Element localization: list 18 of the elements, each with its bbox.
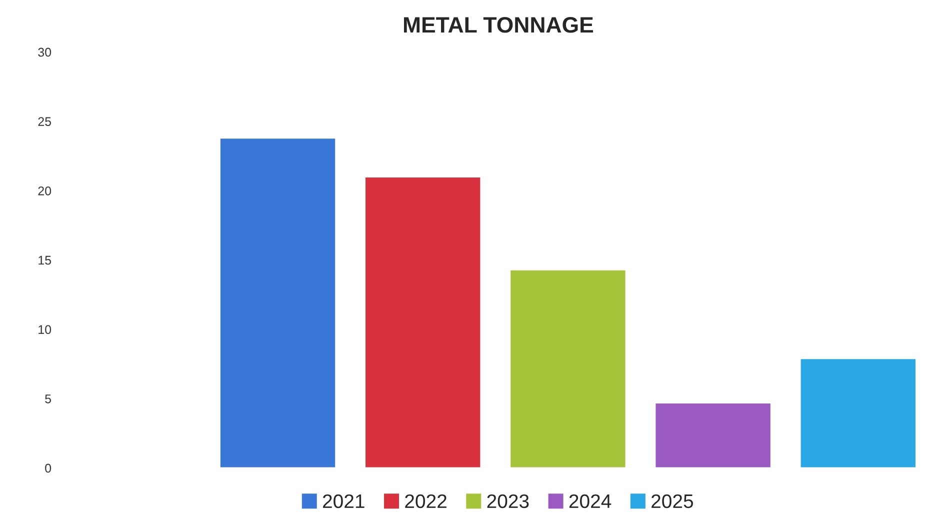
bar xyxy=(799,358,917,468)
bar xyxy=(364,176,482,468)
bar xyxy=(219,137,336,468)
legend-label: 2025 xyxy=(652,494,694,508)
y-tick-label: 10 xyxy=(38,325,52,334)
legend-label: 2024 xyxy=(569,494,612,508)
bar xyxy=(654,402,772,468)
y-tick-label: 25 xyxy=(38,117,52,126)
y-tick-label: 5 xyxy=(45,394,52,404)
y-tick-label: 15 xyxy=(38,256,52,265)
y-tick-label: 0 xyxy=(45,464,52,473)
legend-label: 2022 xyxy=(405,494,446,508)
bar xyxy=(509,269,627,468)
legend-label: 2023 xyxy=(487,494,529,508)
y-tick-label: 20 xyxy=(38,186,52,196)
y-tick-label: 30 xyxy=(38,48,52,57)
legend-label: 2021 xyxy=(322,494,364,508)
chart-title: METAL TONNAGE xyxy=(404,17,594,33)
